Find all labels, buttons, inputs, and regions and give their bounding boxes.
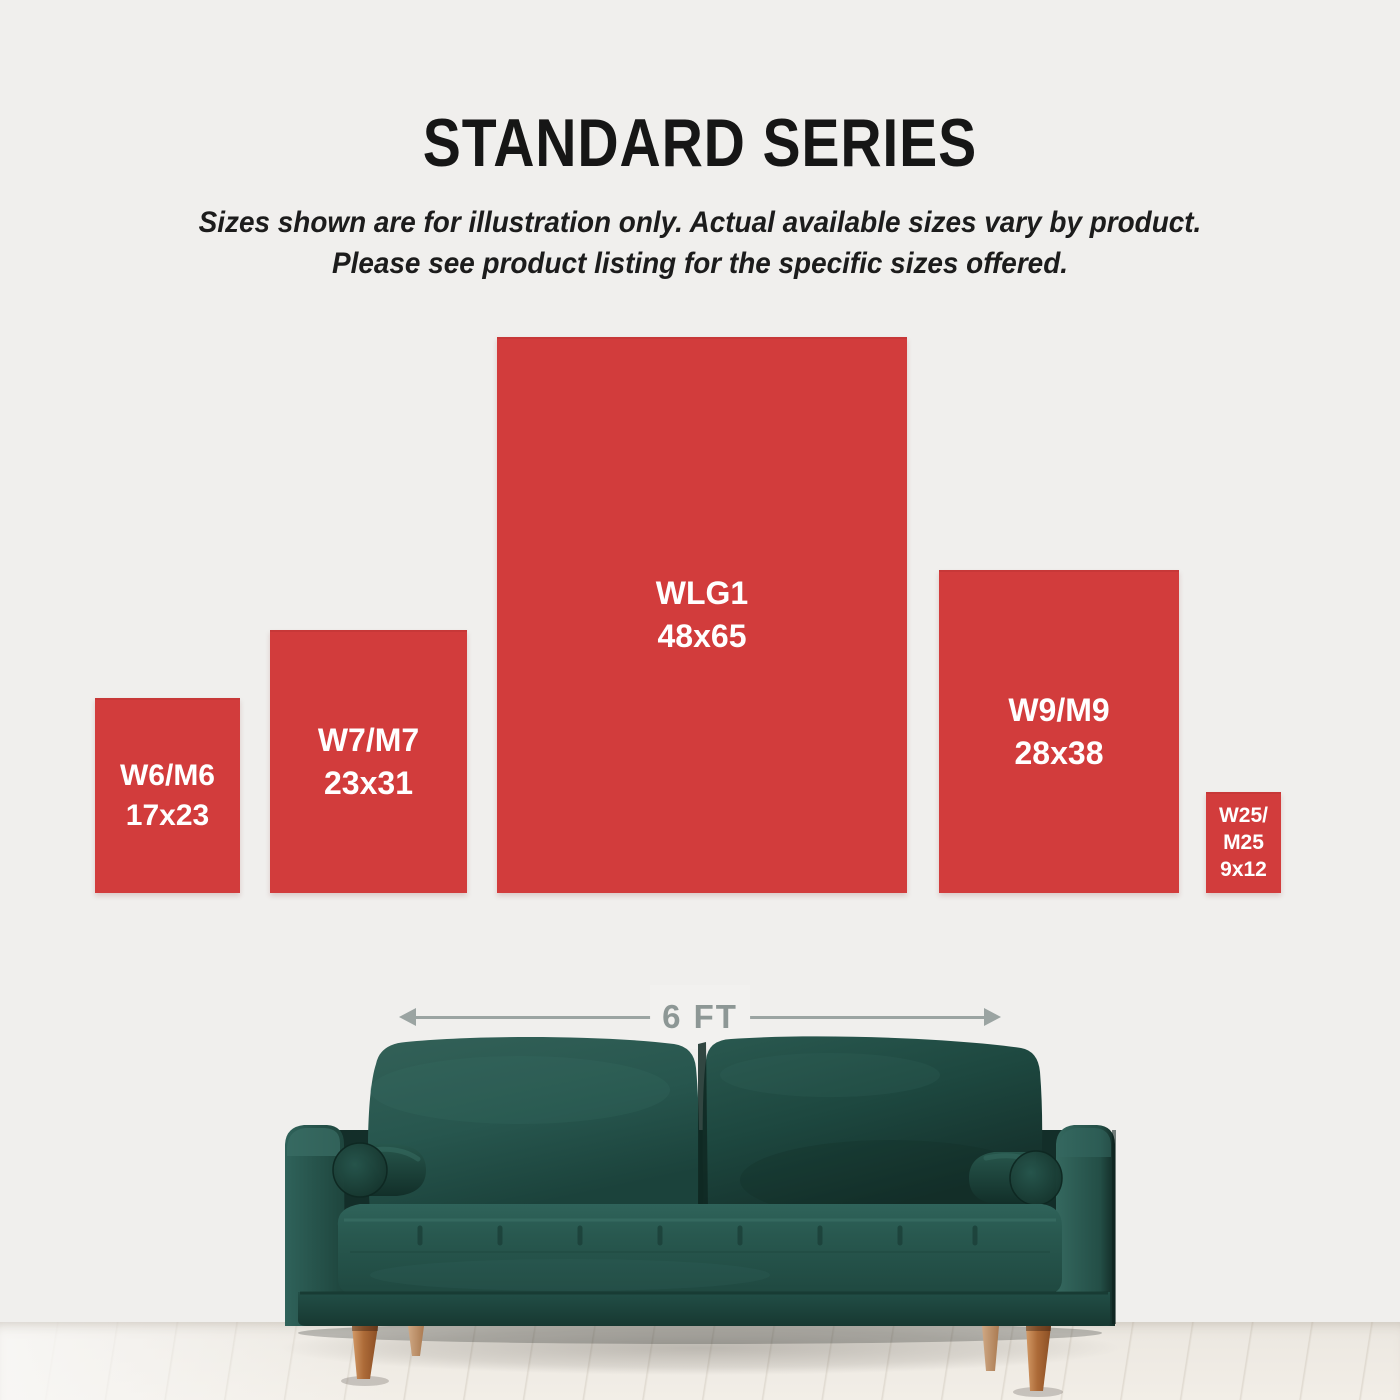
size-swatch-w9m9: W9/M9 28x38 <box>939 570 1179 893</box>
size-swatch-w6m6: W6/M6 17x23 <box>95 698 240 893</box>
arrow-left-icon <box>399 1008 416 1026</box>
scale-arrow: 6 FT <box>399 985 1001 1049</box>
size-dimensions: 28x38 <box>1014 734 1104 771</box>
sofa-armrest-right <box>1056 1125 1116 1326</box>
size-code: W9/M9 <box>1008 691 1110 728</box>
sofa-legs <box>352 1326 1051 1391</box>
size-swatch-w25m25: W25/ M25 9x12 <box>1206 792 1281 893</box>
size-dimensions: 23x31 <box>324 764 413 801</box>
sofa-bolster-right <box>969 1150 1063 1206</box>
sofa-shadow <box>280 1321 1120 1397</box>
size-code-line2: M25 <box>1223 831 1264 854</box>
size-swatch-wlg1: WLG1 48x65 <box>497 337 907 893</box>
sofa-armrest-left <box>285 1125 345 1326</box>
size-code: W6/M6 <box>119 758 215 792</box>
sofa-back-cushions <box>368 1036 1043 1220</box>
sofa-base <box>298 1291 1110 1326</box>
size-dimensions: 9x12 <box>1220 858 1267 881</box>
size-code: WLG1 <box>655 575 749 611</box>
arrow-right-icon <box>984 1008 1001 1026</box>
sofa-bolster-left <box>332 1142 426 1198</box>
size-code-line1: W25/ <box>1218 804 1268 827</box>
disclaimer-text: Sizes shown are for illustration only. A… <box>0 202 1400 284</box>
sofa-illustration <box>280 1036 1120 1397</box>
size-code: W7/M7 <box>317 721 420 758</box>
page-title: STANDARD SERIES <box>422 105 978 181</box>
disclaimer-line-2: Please see product listing for the speci… <box>332 247 1068 280</box>
size-dimensions: 17x23 <box>125 798 210 832</box>
size-dimensions: 48x65 <box>657 618 747 654</box>
sofa-seat-cushion <box>337 1204 1062 1295</box>
disclaimer-line-1: Sizes shown are for illustration only. A… <box>198 206 1202 239</box>
scale-label: 6 FT <box>650 985 750 1049</box>
size-swatch-w7m7: W7/M7 23x31 <box>270 630 467 893</box>
